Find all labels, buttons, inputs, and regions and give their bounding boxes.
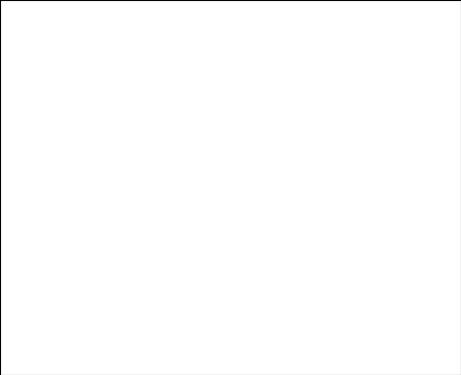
Text: value, Detection Call = ABSENT: value, Detection Call = ABSENT [140,302,305,312]
Text: count: count [140,277,169,287]
Bar [325,203,346,232]
FancyBboxPatch shape [299,234,352,276]
Text: GSM15279: GSM15279 [261,225,271,285]
FancyBboxPatch shape [358,234,412,276]
Bar [72,158,82,232]
Bar [66,86,88,232]
FancyBboxPatch shape [180,234,233,276]
Bar [212,180,222,232]
Title: GDS1485 / 3001_at: GDS1485 / 3001_at [162,27,310,44]
Bar [331,176,341,232]
Bar [385,209,406,232]
Bar [207,200,227,232]
Text: GSM15277: GSM15277 [201,225,212,285]
FancyBboxPatch shape [60,234,114,276]
Text: GSM15273: GSM15273 [320,225,331,285]
Bar [131,171,142,232]
Bar [126,194,147,232]
FancyBboxPatch shape [120,234,174,276]
Bar [390,172,401,232]
Text: GSM15275: GSM15275 [380,225,390,285]
Bar [111,278,129,286]
Bar [111,302,129,310]
Bar [266,223,287,232]
Bar [111,290,129,298]
Bar [271,214,282,232]
Bar [111,315,129,323]
Text: GSM15281: GSM15281 [83,225,92,285]
Text: percentile rank within the sample: percentile rank within the sample [140,289,316,299]
Text: rank, Detection Call = ABSENT: rank, Detection Call = ABSENT [140,314,300,324]
Text: GSM15283: GSM15283 [142,225,152,285]
FancyBboxPatch shape [239,234,293,276]
